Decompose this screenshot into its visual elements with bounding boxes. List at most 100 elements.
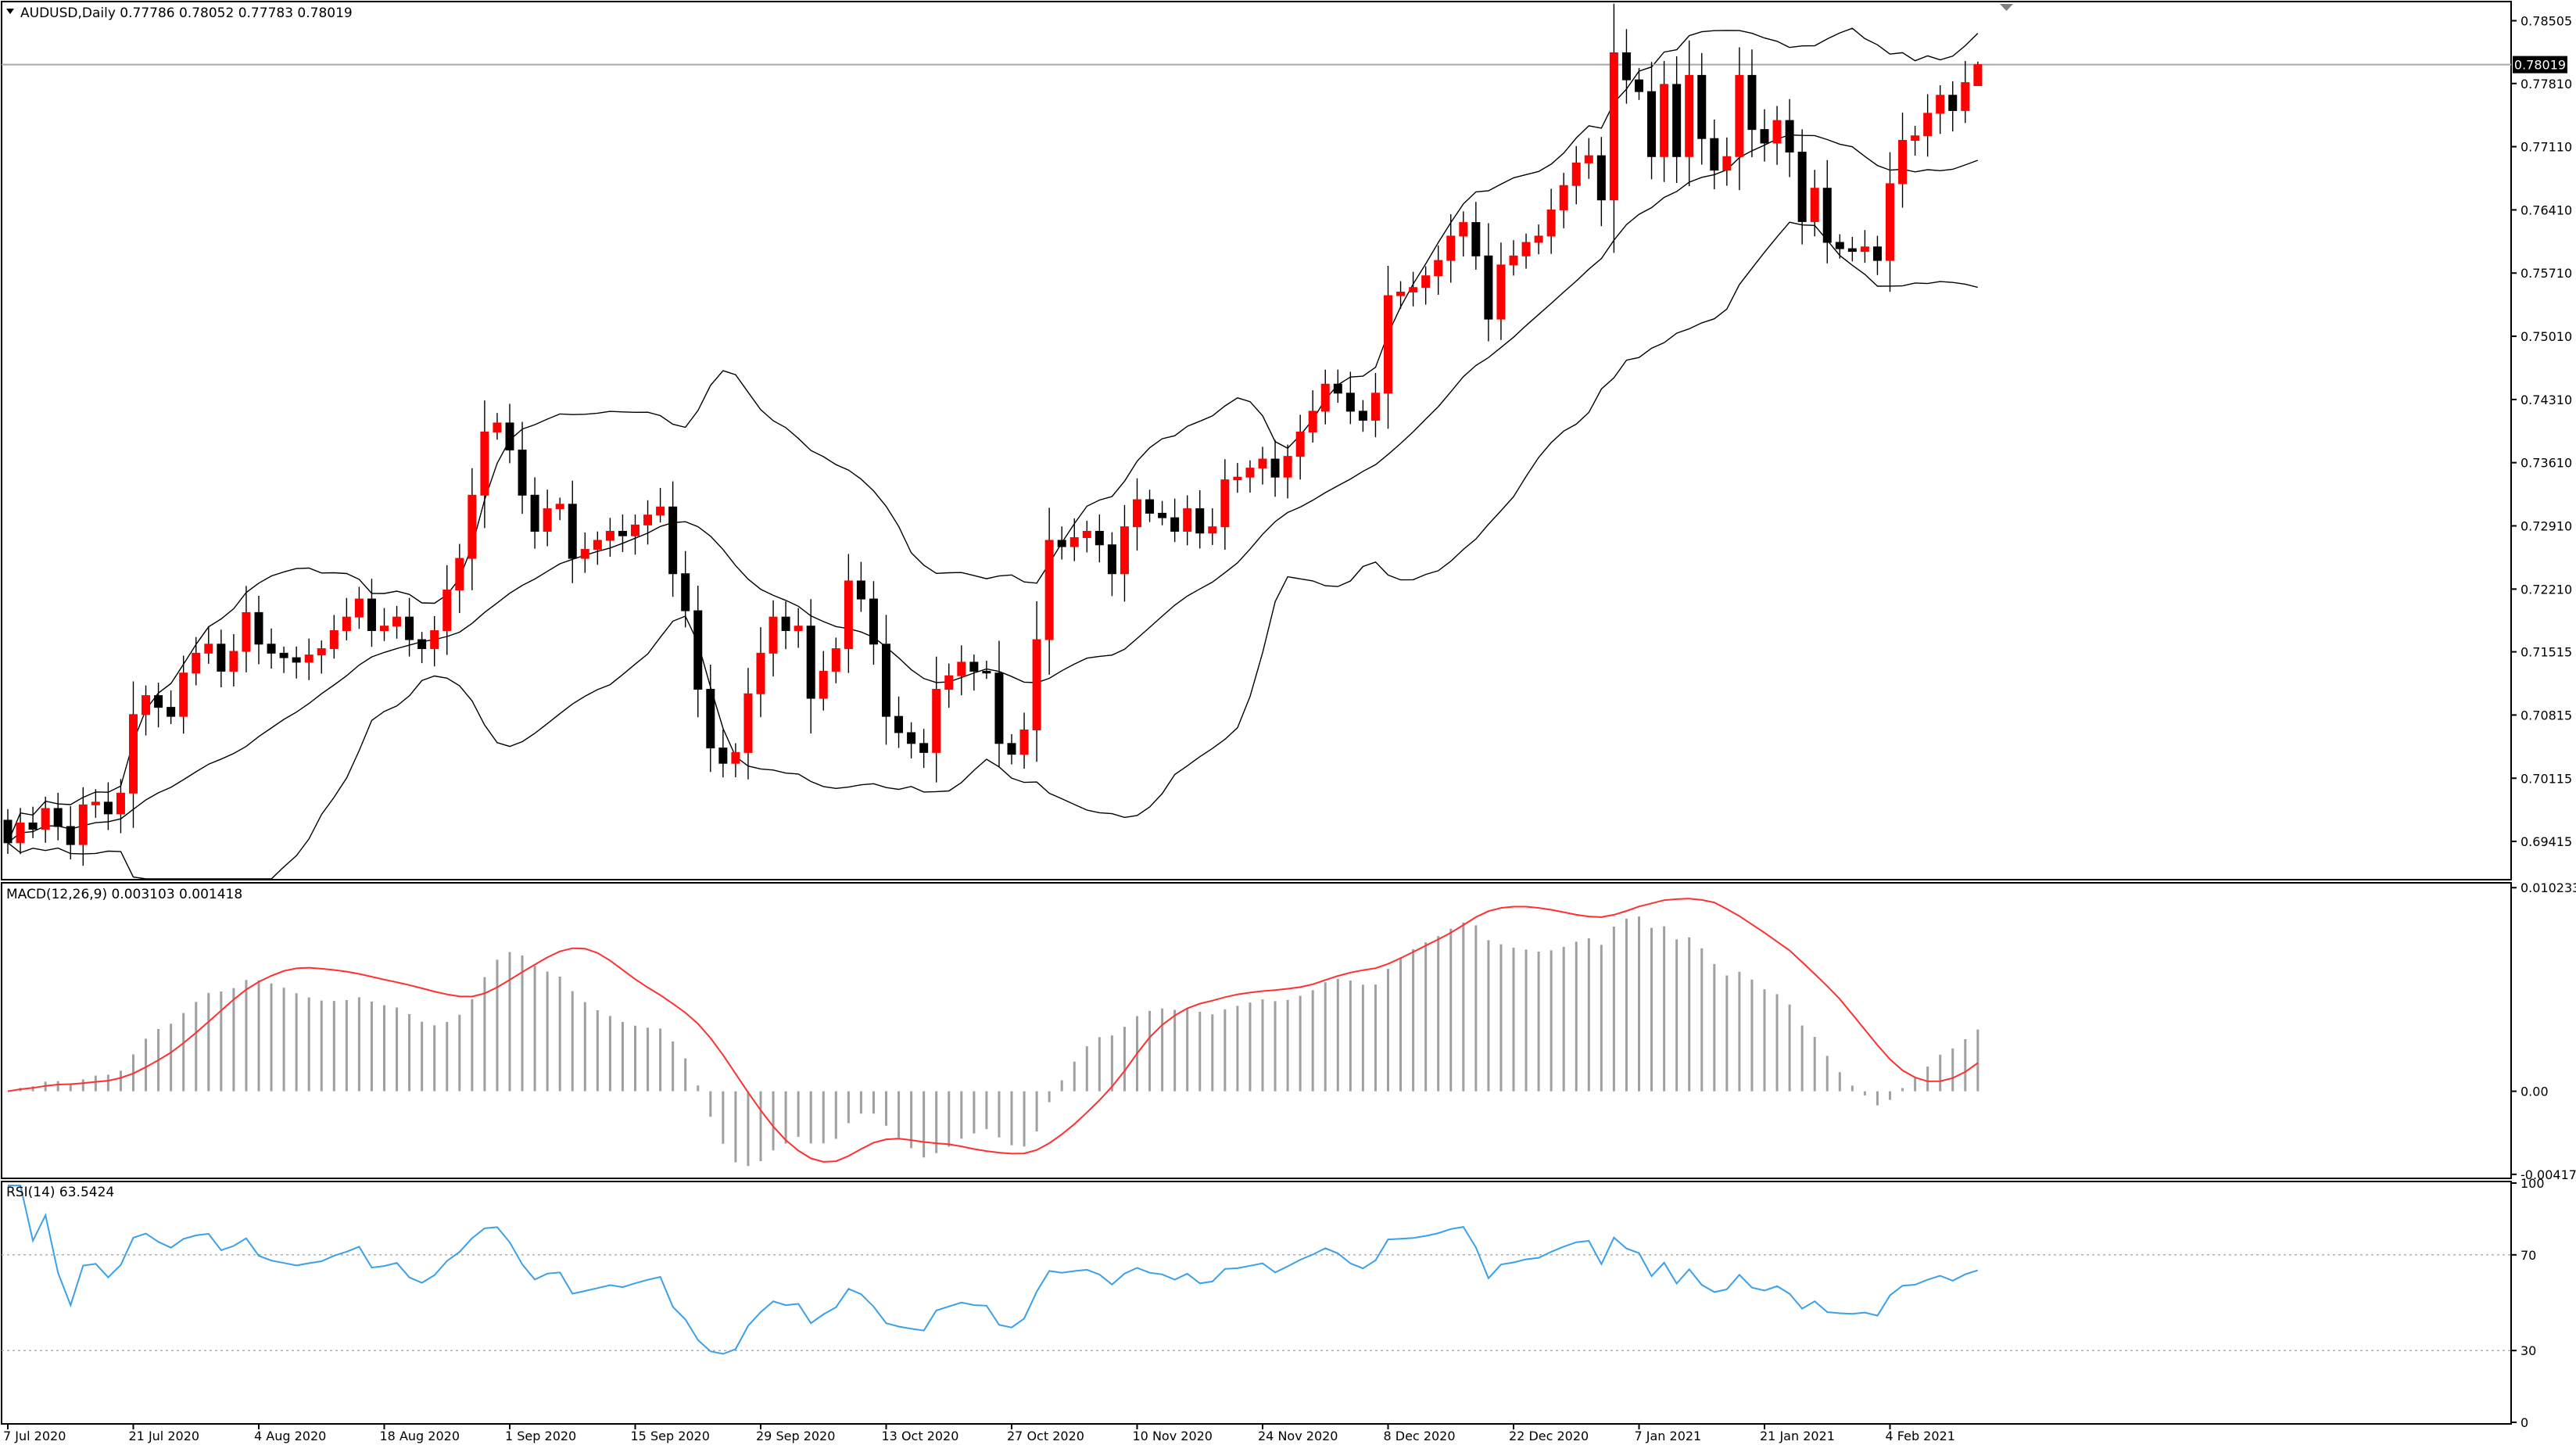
candle-body (317, 648, 326, 656)
rsi-axis-tick-label: 70 (2520, 1248, 2536, 1263)
candle-body (493, 422, 502, 432)
candle (718, 729, 728, 778)
candle-body (142, 695, 151, 715)
candle (217, 629, 226, 687)
candle (769, 600, 778, 677)
candle-body (242, 611, 251, 652)
candle-body (1459, 222, 1468, 237)
candle-body (957, 662, 966, 676)
candle-body (1534, 235, 1543, 243)
candle-body (367, 598, 376, 631)
chart-shift-marker-icon[interactable] (2000, 4, 2013, 11)
candle-body (1283, 456, 1292, 478)
candle-body (1898, 140, 1908, 185)
candle (593, 531, 602, 565)
price-axis-tick-label: 0.71515 (2520, 645, 2572, 660)
candle-body (380, 626, 389, 631)
candle (1872, 235, 1882, 275)
candle (1384, 266, 1392, 429)
candle (907, 722, 916, 758)
time-axis-tick-label: 21 Jan 2021 (1760, 1429, 1835, 1443)
candle-body (819, 670, 828, 699)
candle-body (505, 422, 514, 451)
candle-body (794, 626, 803, 631)
candle (1320, 369, 1330, 425)
candle-body (154, 695, 163, 708)
price-axis-tick-label: 0.76410 (2520, 203, 2572, 217)
rsi-axis-tick-label: 0 (2520, 1415, 2528, 1430)
candle-body (354, 598, 364, 618)
candle (1183, 495, 1192, 546)
candle-body (1635, 79, 1643, 92)
candle (367, 579, 376, 647)
candle (1007, 733, 1016, 765)
candle (116, 779, 125, 834)
candle (882, 615, 890, 745)
candle (518, 421, 527, 515)
candle-body (455, 558, 464, 591)
candle (1484, 223, 1493, 342)
candle (1886, 152, 1894, 292)
candle (693, 586, 703, 718)
candle (1409, 271, 1418, 307)
candle-body (831, 648, 840, 672)
candle-body (718, 748, 728, 764)
candle (192, 636, 201, 686)
candle-body (593, 540, 602, 550)
candle (304, 638, 313, 680)
candle-body (480, 431, 489, 496)
candle (1032, 601, 1041, 762)
candle (53, 792, 63, 841)
candle-body (518, 450, 527, 496)
candle-body (1797, 152, 1807, 222)
candle-body (1145, 499, 1155, 514)
candle (1057, 526, 1066, 560)
candle-body (1345, 393, 1355, 412)
candle-body (1810, 188, 1819, 222)
collapse-triangle-icon[interactable] (6, 9, 14, 14)
candle-body (1082, 530, 1091, 539)
candle (543, 489, 552, 547)
candle-body (1208, 526, 1217, 534)
candle-body (907, 732, 916, 744)
candle (1082, 521, 1091, 553)
macd-axis: 0.010233 0.00 -0.004176 (2511, 880, 2576, 1182)
candle-body (769, 616, 778, 654)
price-axis-tick-label: 0.78505 (2520, 14, 2572, 29)
candle (919, 729, 929, 769)
candle (505, 403, 514, 464)
candle (1609, 3, 1618, 253)
candle-body (405, 616, 414, 640)
candle-body (856, 580, 865, 600)
candle (1270, 439, 1280, 497)
candle (831, 637, 840, 683)
candle (28, 806, 38, 838)
time-axis-tick-label: 15 Sep 2020 (631, 1429, 710, 1443)
candle-body (179, 672, 188, 717)
candle (91, 789, 100, 818)
time-axis-tick-label: 4 Aug 2020 (254, 1429, 326, 1443)
candle-body (1697, 74, 1707, 139)
macd-axis-tick-label: -0.004176 (2520, 1167, 2576, 1182)
candle-body (41, 808, 50, 830)
time-axis-tick-label: 1 Sep 2020 (505, 1429, 576, 1443)
candle (555, 497, 564, 521)
candle-body (1496, 264, 1506, 320)
candle-body (292, 657, 301, 663)
candle-body (1621, 52, 1631, 81)
candle (1044, 507, 1054, 675)
candle (1911, 125, 1920, 156)
candle (179, 655, 188, 734)
candle (957, 645, 966, 696)
candle-body (706, 689, 715, 749)
candle (1735, 47, 1744, 191)
candle (1095, 514, 1104, 563)
candle-body (894, 715, 904, 733)
candle (1170, 498, 1180, 543)
candle (1847, 236, 1857, 262)
candle-body (994, 672, 1004, 744)
candle (1509, 240, 1518, 276)
macd-axis-tick-label: 0.010233 (2520, 880, 2576, 895)
candle (380, 608, 389, 641)
